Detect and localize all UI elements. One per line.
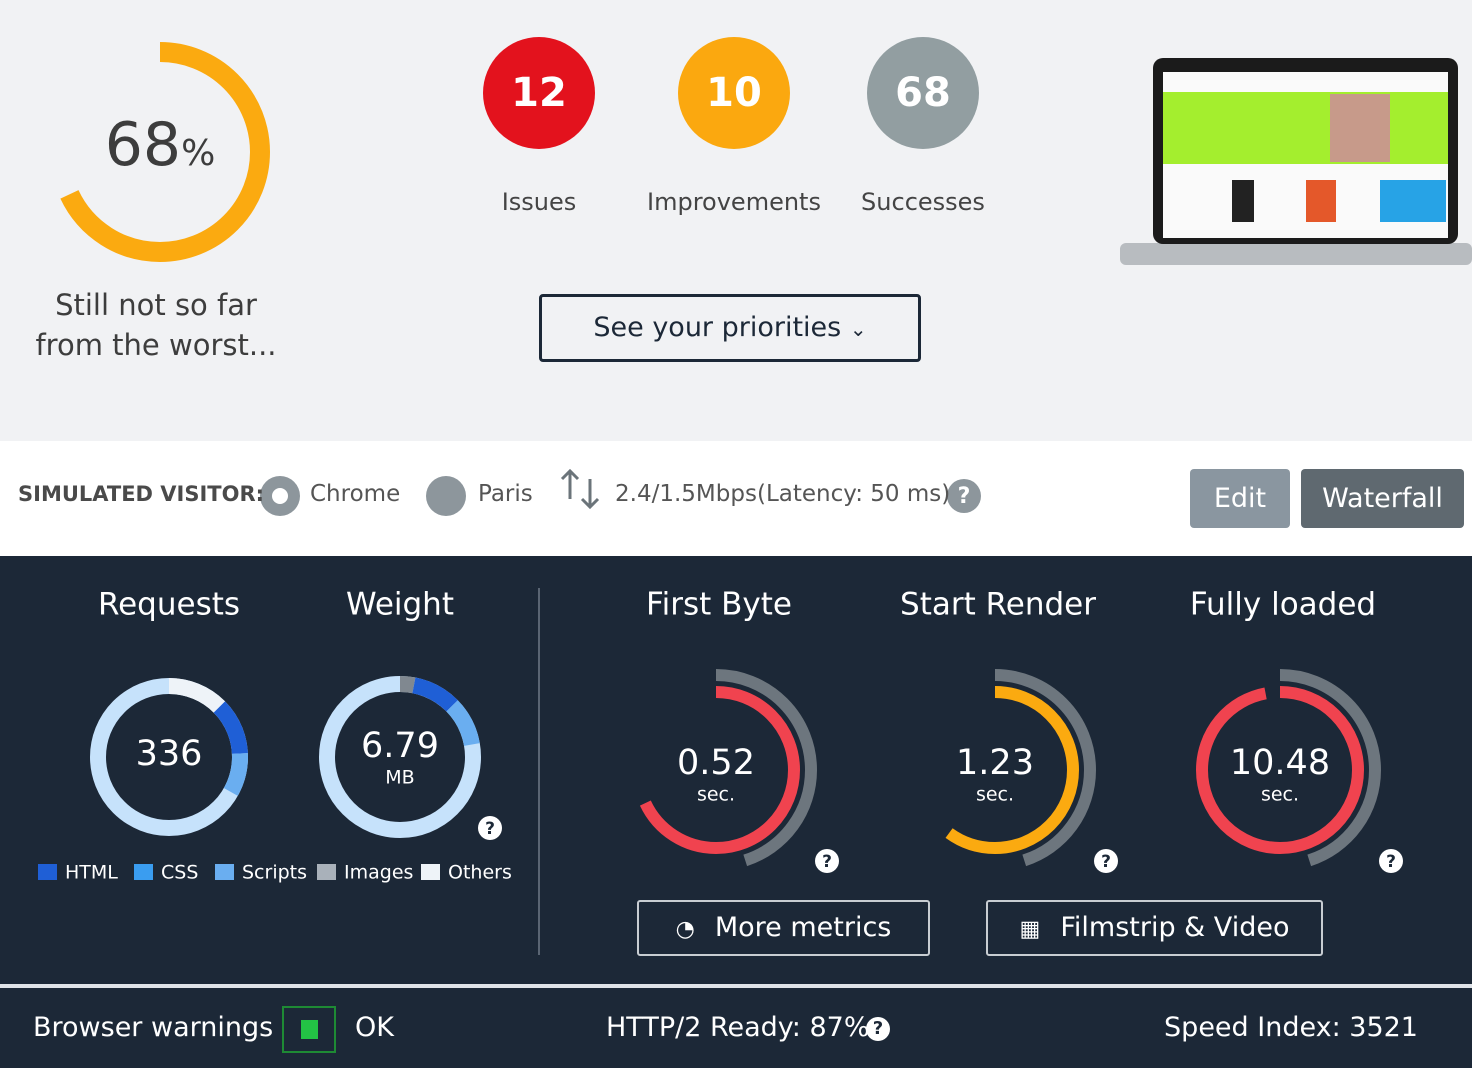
summary-label: Improvements (647, 188, 821, 216)
help-icon: ? (866, 1017, 890, 1041)
metrics-panel (0, 556, 1472, 1068)
weight-donut (319, 676, 481, 838)
timing-track (615, 669, 817, 871)
help-icon (947, 479, 981, 513)
score-arc (50, 42, 270, 262)
warnings-status: OK (355, 1012, 394, 1043)
screen-thumb (1380, 180, 1446, 222)
resource-title: Weight (346, 587, 454, 623)
button-label: More metrics (714, 912, 892, 943)
screen-hero (1163, 92, 1448, 164)
timing-title: First Byte (646, 587, 792, 623)
more-metrics-button[interactable]: ◔ More metrics (637, 900, 930, 956)
timing-arc (632, 686, 800, 854)
globe-icon (426, 476, 466, 516)
chevron: ⌄ (849, 317, 867, 341)
timing-title: Start Render (900, 587, 1096, 623)
screen-thumb (1232, 180, 1254, 222)
resource-unit: MB (385, 767, 414, 789)
summary-badge (483, 37, 595, 149)
timing-value: 1.23 (956, 743, 1034, 783)
warnings-label: Browser warnings (33, 1012, 274, 1043)
button-label: Filmstrip & Video (1060, 912, 1290, 943)
timing-unit: sec. (976, 784, 1014, 806)
separator (0, 984, 1472, 988)
timing-value: 10.48 (1230, 743, 1330, 783)
timing-unit: sec. (697, 784, 735, 806)
browser: Chrome (310, 481, 401, 507)
help-icon (1094, 849, 1118, 873)
requests-donut (90, 678, 248, 836)
legend-label: Images (344, 862, 413, 884)
timing-value: 0.52 (677, 743, 755, 783)
help-icon (1379, 849, 1403, 873)
bandwidth-icon (560, 468, 600, 510)
gauge-icon: ◔ (675, 917, 695, 942)
help-icon: ? (958, 484, 971, 509)
waterfall-button[interactable]: Waterfall (1301, 469, 1464, 528)
resource-value: 6.79 (361, 726, 439, 766)
screen-image (1330, 94, 1390, 162)
legend-swatch (134, 864, 153, 880)
summary-count: 10 (706, 70, 762, 116)
button-label: See your priorities (593, 312, 842, 343)
help-icon: ? (822, 852, 832, 872)
timing-arc (911, 686, 1079, 854)
location: Paris (478, 481, 533, 507)
help-icon (478, 816, 502, 840)
resource-value: 336 (136, 734, 203, 774)
timing-track (894, 669, 1096, 871)
help-icon: ? (485, 819, 495, 839)
http2-ready: HTTP/2 Ready: 87% (606, 1012, 870, 1043)
help-icon: ? (1386, 852, 1396, 872)
edit-button[interactable]: Edit (1190, 469, 1290, 528)
summary-count: 12 (511, 70, 567, 116)
film-icon: ▦ (1019, 917, 1041, 942)
resource-title: Requests (98, 587, 240, 623)
summary-label: Successes (861, 188, 985, 216)
priorities-button[interactable]: See your priorities ⌄ (539, 294, 921, 362)
filmstrip-button[interactable]: ▦ Filmstrip & Video (986, 900, 1323, 956)
help-icon (815, 849, 839, 873)
summary-label: Issues (502, 188, 577, 216)
help-icon: ? (1101, 852, 1111, 872)
legend-label: Others (448, 862, 512, 884)
summary-count: 68 (895, 70, 951, 116)
score-caption: from the worst... (35, 328, 277, 362)
screen-thumb (1306, 180, 1336, 222)
laptop-base (1120, 243, 1472, 265)
score-value: 68 (104, 110, 182, 180)
requests-donut (90, 678, 248, 836)
summary-badge (678, 37, 790, 149)
legend-label: CSS (161, 862, 198, 884)
legend-swatch (421, 864, 440, 880)
bandwidth: 2.4/1.5Mbps (615, 481, 757, 507)
status-indicator (301, 1020, 318, 1039)
speed-index: Speed Index: 3521 (1164, 1012, 1418, 1043)
score-caption: Still not so far (55, 288, 257, 322)
timing-unit: sec. (1261, 784, 1299, 806)
latency: (Latency: 50 ms) (757, 481, 951, 507)
chrome-icon (272, 488, 288, 504)
legend-label: Scripts (242, 862, 307, 884)
legend-swatch (317, 864, 336, 880)
score-unit: % (181, 133, 216, 174)
visitor-label: SIMULATED VISITOR: (18, 482, 265, 506)
summary-badge (867, 37, 979, 149)
timing-title: Fully loaded (1190, 587, 1376, 623)
timing-arc (1196, 686, 1364, 854)
score: 68% (60, 110, 260, 180)
legend-label: HTML (65, 862, 118, 884)
legend-swatch (215, 864, 234, 880)
legend-swatch (38, 864, 57, 880)
timing-track (1179, 669, 1381, 871)
